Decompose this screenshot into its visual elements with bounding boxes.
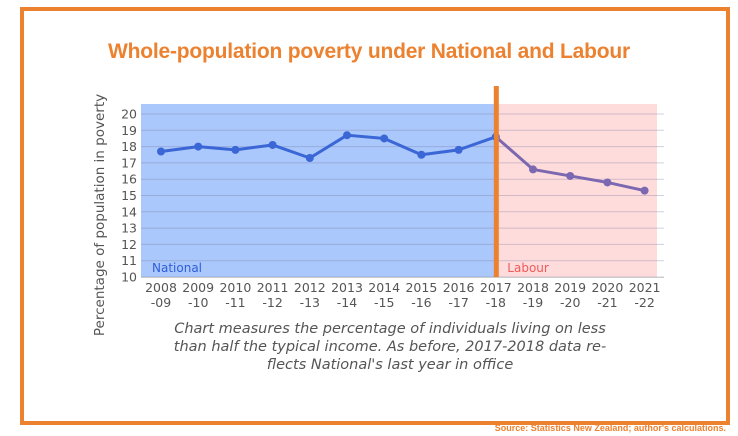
x-tick-label: -16 bbox=[411, 295, 431, 310]
x-tick-label: -11 bbox=[225, 295, 245, 310]
government-change-divider bbox=[493, 86, 499, 277]
x-tick-labels: 2008-092009-102010-112011-122012-132013-… bbox=[145, 280, 660, 310]
x-tick-label: -12 bbox=[262, 295, 282, 310]
x-tick-label: -09 bbox=[151, 295, 171, 310]
caption-line: flects National's last year in office bbox=[266, 357, 514, 373]
x-tick-label: -15 bbox=[374, 295, 394, 310]
data-point-labour bbox=[529, 165, 537, 174]
data-point-national bbox=[343, 131, 351, 140]
chart-title: Whole-population poverty under National … bbox=[108, 40, 630, 63]
x-tick-label: 2014 bbox=[368, 280, 400, 295]
region-label-national: National bbox=[152, 261, 202, 275]
region-national bbox=[141, 104, 497, 277]
data-point-labour bbox=[640, 186, 649, 195]
x-tick-label: -10 bbox=[188, 295, 208, 310]
data-point-national bbox=[268, 140, 277, 149]
data-point-national bbox=[454, 145, 463, 154]
y-tick-label: 17 bbox=[121, 155, 137, 170]
x-tick-label: 2015 bbox=[405, 280, 437, 295]
series-layer bbox=[157, 131, 649, 195]
y-axis-label: Percentage of population in poverty bbox=[92, 94, 108, 336]
caption-line: Chart measures the percentage of individ… bbox=[174, 321, 606, 337]
x-tick-label: 2010 bbox=[219, 280, 251, 295]
y-tick-label: 19 bbox=[121, 123, 137, 138]
y-tick-label: 18 bbox=[121, 139, 137, 154]
data-point-national bbox=[231, 145, 240, 154]
y-tick-label: 12 bbox=[121, 237, 137, 252]
x-tick-label: -18 bbox=[486, 295, 506, 310]
y-tick-label: 15 bbox=[121, 188, 137, 203]
data-point-national bbox=[157, 147, 165, 156]
x-tick-label: 2018 bbox=[517, 280, 549, 295]
x-tick-label: 2008 bbox=[145, 280, 177, 295]
x-tick-label: 2013 bbox=[331, 280, 363, 295]
data-point-labour bbox=[603, 178, 612, 187]
x-tick-label: -22 bbox=[634, 295, 654, 310]
data-point-national bbox=[417, 150, 426, 159]
x-tick-label: -20 bbox=[560, 295, 580, 310]
y-tick-label: 10 bbox=[121, 270, 137, 285]
x-tick-label: 2016 bbox=[443, 280, 475, 295]
x-tick-label: -14 bbox=[337, 295, 357, 310]
data-point-national bbox=[380, 134, 389, 143]
x-tick-label: -19 bbox=[523, 295, 543, 310]
data-point-labour bbox=[566, 171, 575, 180]
data-point-national bbox=[305, 154, 314, 163]
y-tick-label: 20 bbox=[121, 107, 137, 122]
divider-layer bbox=[493, 86, 499, 277]
x-tick-label: 2017 bbox=[480, 280, 512, 295]
x-tick-label: -17 bbox=[448, 295, 468, 310]
x-tick-label: 2020 bbox=[591, 280, 623, 295]
series-line-national bbox=[160, 133, 497, 160]
x-tick-label: 2009 bbox=[182, 280, 214, 295]
x-tick-label: -21 bbox=[597, 295, 617, 310]
x-tick-label: 2021 bbox=[629, 280, 661, 295]
y-tick-label: 14 bbox=[121, 204, 137, 219]
y-tick-label: 16 bbox=[121, 172, 137, 187]
x-tick-label: -13 bbox=[300, 295, 320, 310]
regions-layer: National Labour bbox=[141, 104, 657, 277]
source-note: Source: Statistics New Zealand; author's… bbox=[494, 423, 726, 433]
x-tick-label: 2012 bbox=[294, 280, 326, 295]
x-tick-label: 2011 bbox=[257, 280, 289, 295]
y-tick-label: 13 bbox=[121, 221, 137, 236]
gridlines-layer bbox=[141, 113, 664, 278]
chart-caption: Chart measures the percentage of individ… bbox=[140, 320, 640, 374]
region-labour bbox=[496, 104, 657, 277]
data-point-national bbox=[194, 142, 203, 151]
y-tick-label: 11 bbox=[121, 253, 137, 268]
region-label-labour: Labour bbox=[507, 261, 549, 275]
caption-line: than half the typical income. As before,… bbox=[173, 339, 607, 355]
x-tick-label: 2019 bbox=[554, 280, 586, 295]
chart-frame bbox=[20, 7, 730, 425]
